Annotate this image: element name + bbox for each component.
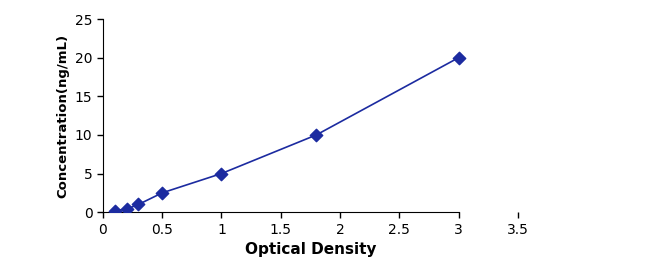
Point <box>133 202 144 207</box>
X-axis label: Optical Density: Optical Density <box>244 242 376 257</box>
Point <box>454 55 464 60</box>
Point <box>311 133 321 137</box>
Y-axis label: Concentration(ng/mL): Concentration(ng/mL) <box>56 33 69 198</box>
Point <box>122 207 132 211</box>
Point <box>216 171 227 176</box>
Point <box>157 191 167 195</box>
Point <box>110 208 120 213</box>
